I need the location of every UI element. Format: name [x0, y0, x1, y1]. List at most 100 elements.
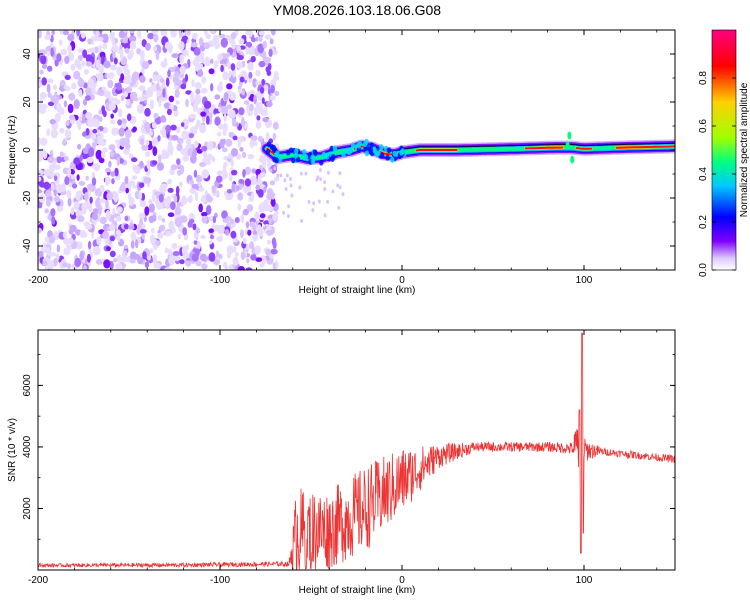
- noise-blob: [87, 240, 92, 250]
- noise-blob: [101, 33, 109, 44]
- ridge-blob: [392, 150, 397, 157]
- noise-blob: [111, 44, 119, 53]
- noise-blob: [38, 137, 41, 147]
- noise-blob: [241, 151, 247, 159]
- noise-blob: [116, 215, 122, 222]
- noise-blob: [93, 163, 101, 172]
- noise-blob: [257, 43, 265, 54]
- noise-blob: [123, 244, 128, 249]
- noise-blob: [232, 69, 236, 78]
- noise-blob: [87, 38, 93, 45]
- noise-blob: [99, 198, 107, 204]
- noise-blob: [208, 228, 214, 233]
- noise-blob: [272, 262, 276, 270]
- noise-blob: [50, 128, 58, 139]
- noise-blob: [67, 44, 72, 53]
- noise-blob: [182, 155, 190, 162]
- noise-blob: [212, 215, 217, 224]
- noise-blob: [162, 88, 166, 98]
- noise-blob: [271, 237, 277, 247]
- noise-blob: [167, 212, 175, 217]
- noise-blob: [319, 177, 322, 182]
- ridge-blob: [379, 144, 384, 151]
- noise-blob: [87, 78, 95, 89]
- noise-blob: [164, 247, 169, 254]
- noise-blob: [166, 108, 172, 116]
- noise-blob: [56, 244, 61, 253]
- snr-xlabel: Height of straight line (km): [299, 585, 416, 596]
- noise-blob: [119, 52, 124, 61]
- noise-blob: [116, 254, 122, 263]
- noise-blob: [228, 109, 236, 119]
- figure-title: YM08.2026.103.18.06.G08: [273, 2, 441, 18]
- noise-blob: [136, 104, 145, 114]
- noise-blob: [203, 42, 211, 50]
- noise-blob: [74, 257, 82, 268]
- noise-blob: [319, 168, 322, 173]
- noise-blob: [77, 122, 82, 131]
- noise-blob: [96, 36, 104, 42]
- ridge-band: [265, 144, 675, 161]
- noise-blob: [175, 185, 180, 195]
- noise-blob: [62, 30, 70, 36]
- noise-blob: [124, 215, 129, 222]
- noise-blob: [77, 189, 82, 197]
- noise-blob: [113, 97, 118, 103]
- noise-blob: [194, 82, 202, 90]
- noise-blob: [258, 135, 263, 143]
- noise-blob: [272, 214, 278, 222]
- ridge-blob: [386, 147, 392, 154]
- ridge-blob: [275, 150, 280, 157]
- noise-blob: [181, 130, 188, 140]
- noise-blob: [258, 60, 266, 68]
- noise-blob: [284, 187, 288, 191]
- noise-blob: [129, 49, 134, 58]
- noise-blob: [178, 181, 183, 188]
- noise-blob: [240, 229, 244, 239]
- noise-blob: [271, 195, 275, 200]
- noise-blob: [269, 168, 273, 173]
- ridge-blob: [310, 154, 315, 161]
- noise-blob: [122, 251, 126, 262]
- noise-blob: [38, 151, 44, 160]
- noise-blob: [70, 206, 75, 216]
- ridge-blob: [329, 145, 334, 152]
- noise-blob: [226, 104, 232, 110]
- noise-blob: [173, 84, 179, 90]
- noise-blob: [236, 153, 242, 160]
- noise-blob: [170, 30, 177, 38]
- noise-blob: [191, 79, 195, 88]
- noise-blob: [219, 138, 225, 149]
- noise-blob: [61, 262, 69, 268]
- noise-blob: [205, 33, 211, 40]
- noise-blob: [206, 153, 214, 161]
- ridge-blob: [312, 149, 318, 156]
- noise-blob: [199, 124, 207, 134]
- noise-blob: [201, 145, 208, 152]
- ridge-blob: [390, 156, 395, 163]
- noise-blob: [51, 30, 56, 36]
- noise-blob: [106, 246, 111, 252]
- noise-blob: [220, 105, 229, 115]
- noise-blob: [40, 96, 44, 104]
- noise-blob: [238, 179, 245, 184]
- noise-blob: [248, 62, 254, 70]
- noise-blob: [61, 182, 66, 192]
- noise-blob: [145, 124, 151, 133]
- noise-blob: [138, 96, 146, 102]
- noise-blob: [95, 59, 101, 69]
- noise-blob: [179, 65, 186, 75]
- noise-blob: [266, 229, 273, 236]
- noise-blob: [125, 129, 132, 139]
- ridge-blob: [356, 142, 362, 149]
- ridge-blob: [364, 150, 370, 157]
- noise-blob: [70, 63, 76, 71]
- noise-blob: [82, 99, 88, 106]
- noise-blob: [38, 108, 46, 114]
- noise-blob: [44, 34, 52, 40]
- ridge-blob: [286, 149, 291, 156]
- noise-blob: [41, 77, 47, 86]
- noise-blob: [341, 192, 345, 197]
- noise-blob: [152, 193, 156, 203]
- noise-blob: [273, 176, 280, 182]
